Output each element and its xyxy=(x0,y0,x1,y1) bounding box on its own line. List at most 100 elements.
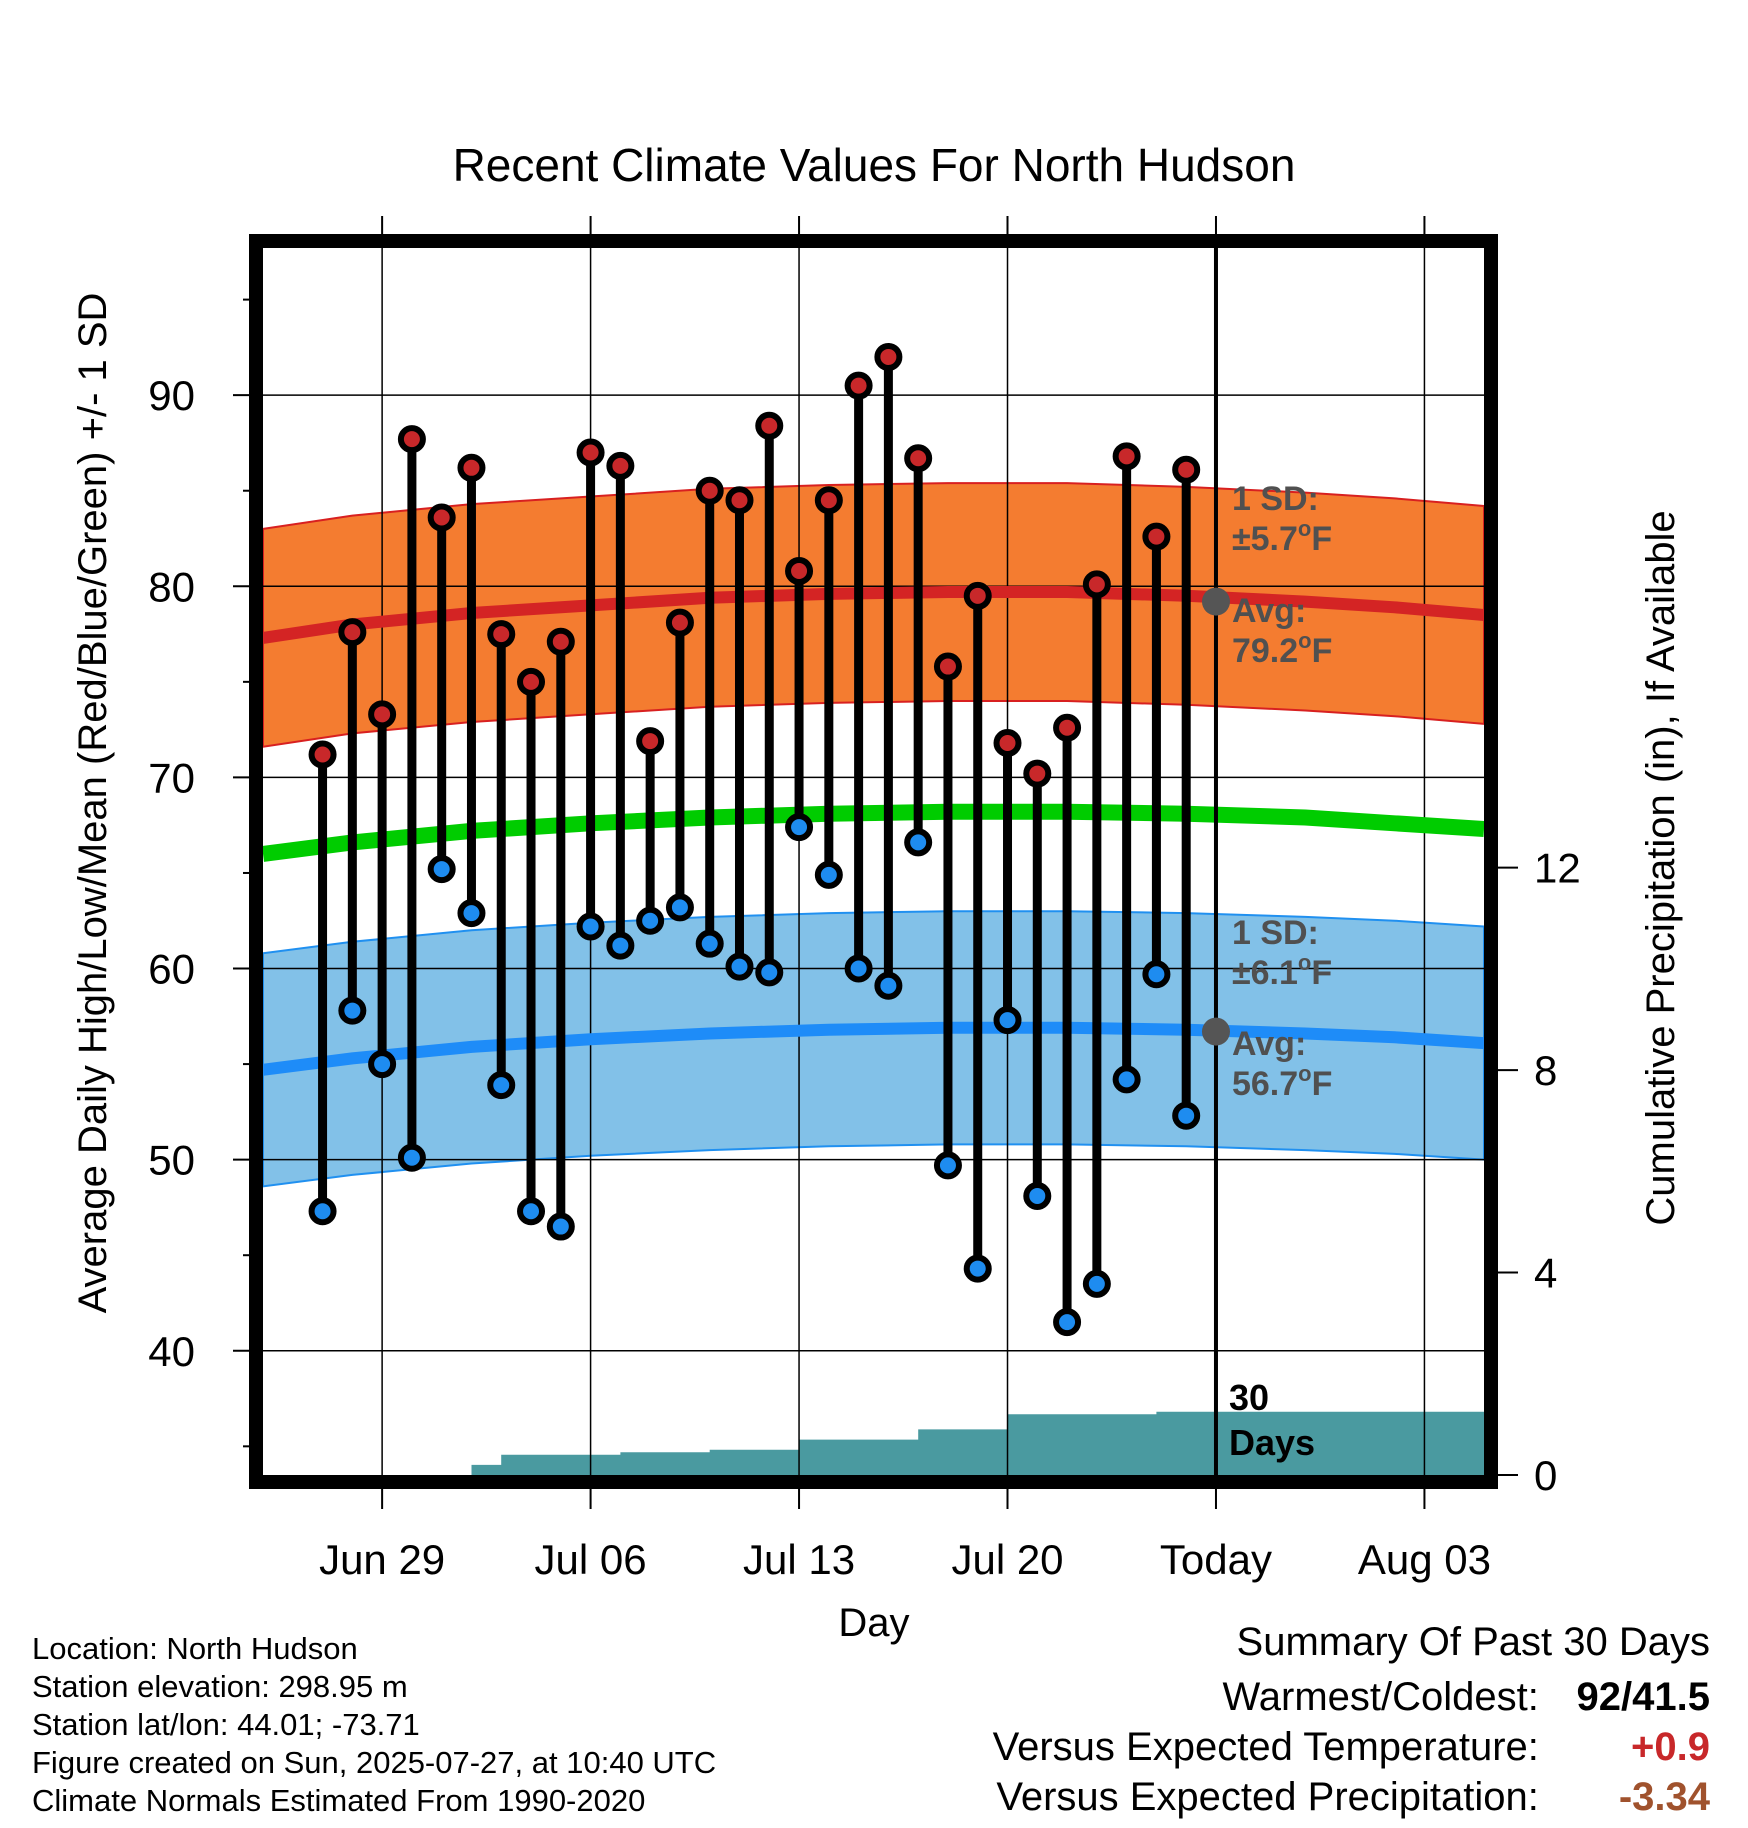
daily-high-point xyxy=(1112,442,1141,471)
today-days-label-line2: Days xyxy=(1229,1422,1315,1463)
summary-heading: Summary Of Past 30 Days xyxy=(1236,1620,1710,1664)
info-location: Location: North Hudson xyxy=(32,1631,358,1666)
y2-tick-label: 4 xyxy=(1534,1250,1557,1297)
daily-low-point xyxy=(874,971,903,1000)
x-tick-label: Jul 06 xyxy=(535,1536,647,1583)
daily-low-point xyxy=(1082,1269,1111,1298)
daily-high-point xyxy=(1172,455,1201,484)
y-tick-label: 40 xyxy=(148,1328,195,1375)
x-tick-label: Jun 29 xyxy=(319,1536,445,1583)
daily-low-point xyxy=(904,828,933,857)
high-avg-annotation-degree: o xyxy=(1298,628,1311,653)
daily-high-point xyxy=(606,451,635,480)
daily-high-point xyxy=(368,700,397,729)
low-sd-annotation-degree: o xyxy=(1298,950,1311,975)
daily-high-point xyxy=(1053,713,1082,742)
daily-low-point xyxy=(457,899,486,928)
daily-high-point xyxy=(517,667,546,696)
daily-low-point xyxy=(1112,1065,1141,1094)
summary-warm-cold: Warmest/Coldest: 92/41.5 xyxy=(1223,1675,1711,1720)
daily-high-point xyxy=(546,627,575,656)
daily-high-point xyxy=(993,729,1022,758)
daily-low-point xyxy=(1023,1181,1052,1210)
daily-high-point xyxy=(397,425,426,454)
daily-low-point xyxy=(1172,1101,1201,1130)
daily-low-point xyxy=(785,813,814,842)
high-sd-annotation-line1: 1 SD: xyxy=(1232,480,1319,518)
daily-low-point xyxy=(546,1212,575,1241)
daily-low-point xyxy=(308,1197,337,1226)
warm-cold-value: 92/41.5 xyxy=(1576,1675,1710,1719)
x-tick-label: Jul 13 xyxy=(743,1536,855,1583)
daily-high-point xyxy=(576,438,605,467)
low-avg-annotation-degree: o xyxy=(1298,1061,1311,1086)
daily-low-point xyxy=(427,855,456,884)
y-tick-label: 60 xyxy=(148,946,195,993)
y-axis-label: Average Daily High/Low/Mean (Red/Blue/Gr… xyxy=(71,293,115,1314)
precip-label: Versus Expected Precipitation: xyxy=(996,1775,1539,1819)
daily-low-point xyxy=(665,893,694,922)
daily-high-point xyxy=(904,444,933,473)
daily-high-point xyxy=(665,608,694,637)
daily-high-point xyxy=(755,411,784,440)
info-elevation: Station elevation: 298.95 m xyxy=(32,1669,408,1704)
x-tick-label: Aug 03 xyxy=(1358,1536,1491,1583)
daily-high-point xyxy=(1142,522,1171,551)
daily-high-point xyxy=(1082,570,1111,599)
temp-value: +0.9 xyxy=(1631,1725,1710,1769)
daily-low-point xyxy=(933,1151,962,1180)
daily-low-point xyxy=(606,931,635,960)
y2-tick-label: 0 xyxy=(1534,1452,1557,1499)
daily-high-point xyxy=(1023,759,1052,788)
daily-high-point xyxy=(487,620,516,649)
low-avg-annotation-line1: Avg: xyxy=(1232,1025,1306,1063)
daily-high-point xyxy=(636,727,665,756)
today-high-avg-marker xyxy=(1201,587,1230,616)
chart-title: Recent Climate Values For North Hudson xyxy=(453,139,1296,191)
temp-label: Versus Expected Temperature: xyxy=(992,1725,1539,1769)
plot-frame xyxy=(249,234,1498,1489)
daily-high-point xyxy=(427,503,456,532)
y-tick-label: 80 xyxy=(148,563,195,610)
daily-low-point xyxy=(338,996,367,1025)
y-tick-label: 70 xyxy=(148,754,195,801)
daily-high-point xyxy=(695,476,724,505)
low-sd-annotation-line1: 1 SD: xyxy=(1232,914,1319,952)
station-info: Location: North Hudson Station elevation… xyxy=(32,1630,716,1820)
high-avg-annotation-unit: F xyxy=(1312,632,1333,670)
precipitation-area xyxy=(322,1411,1484,1475)
low-avg-annotation-unit: F xyxy=(1312,1065,1333,1103)
daily-low-point xyxy=(576,912,605,941)
y2-axis-label: Cumulative Precipitation (in), If Availa… xyxy=(1639,510,1683,1225)
daily-low-point xyxy=(695,929,724,958)
daily-low-point xyxy=(368,1050,397,1079)
y-tick-label: 90 xyxy=(148,372,195,419)
daily-high-point xyxy=(874,342,903,371)
low-sd-annotation-unit: F xyxy=(1311,954,1332,992)
x-tick-label: Jul 20 xyxy=(951,1536,1063,1583)
x-axis-label: Day xyxy=(838,1601,909,1645)
daily-low-point xyxy=(963,1254,992,1283)
plot-inner xyxy=(263,248,1484,1475)
precip-value: -3.34 xyxy=(1618,1775,1710,1819)
high-avg-annotation-line2: 79.2oF xyxy=(1232,628,1332,670)
daily-high-point xyxy=(933,652,962,681)
daily-high-point xyxy=(844,371,873,400)
daily-high-point xyxy=(457,453,486,482)
low-sd-annotation-line2: ±6.1oF xyxy=(1232,950,1332,992)
daily-high-point xyxy=(785,556,814,585)
today-days-label-line1: 30 xyxy=(1229,1377,1269,1418)
daily-high-point xyxy=(725,486,754,515)
y2-tick-label: 8 xyxy=(1534,1047,1557,1094)
daily-low-point xyxy=(517,1197,546,1226)
daily-low-point xyxy=(725,952,754,981)
daily-low-point xyxy=(487,1071,516,1100)
low-avg-annotation-line2: 56.7oF xyxy=(1232,1061,1332,1103)
daily-low-point xyxy=(1053,1308,1082,1337)
high-avg-annotation-line1: Avg: xyxy=(1232,592,1306,630)
daily-low-point xyxy=(993,1006,1022,1035)
y2-tick-label: 12 xyxy=(1534,845,1581,892)
low-normal-line xyxy=(263,1021,1484,1076)
